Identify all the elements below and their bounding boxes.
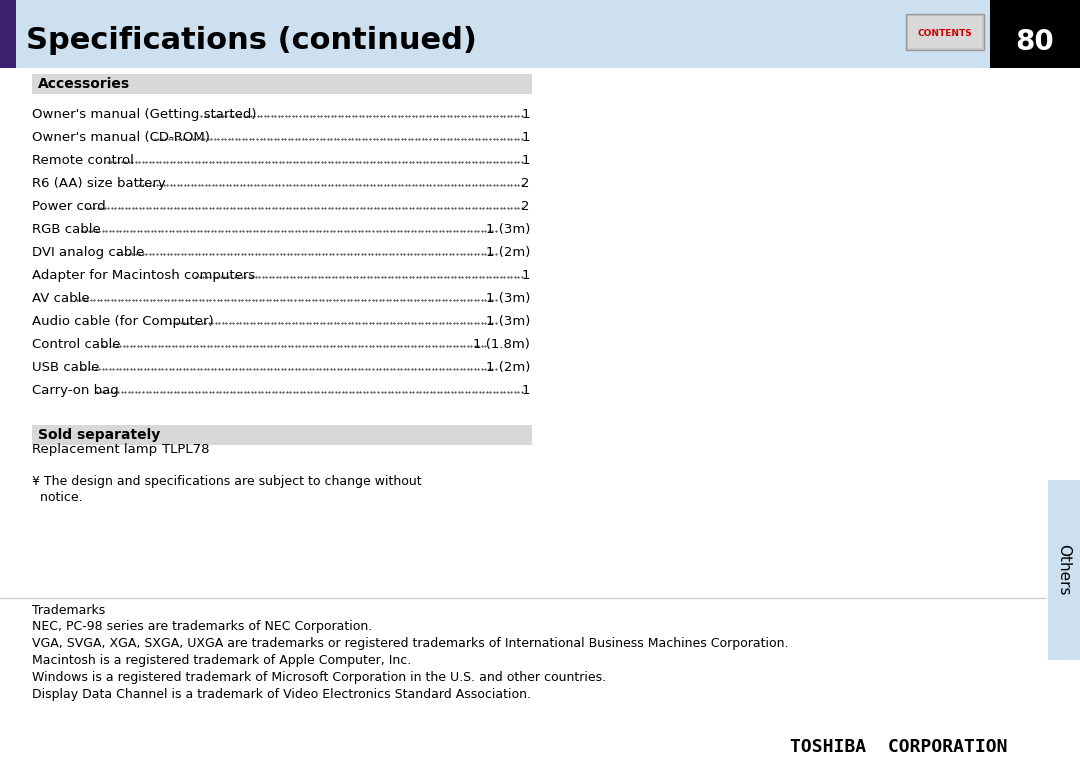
Text: VGA, SVGA, XGA, SXGA, UXGA are trademarks or registered trademarks of Internatio: VGA, SVGA, XGA, SXGA, UXGA are trademark…	[32, 637, 788, 650]
Text: 80: 80	[1015, 28, 1054, 57]
Text: R6 (AA) size battery: R6 (AA) size battery	[32, 177, 165, 190]
Bar	[0, 0, 16, 68]
Text: Control cable: Control cable	[32, 338, 121, 351]
Text: Others: Others	[1056, 544, 1071, 596]
Text: TOSHIBA  CORPORATION: TOSHIBA CORPORATION	[791, 738, 1008, 756]
Text: USB cable: USB cable	[32, 361, 99, 374]
Text: ¥ The design and specifications are subject to change without: ¥ The design and specifications are subj…	[32, 475, 421, 488]
Text: RGB cable: RGB cable	[32, 223, 100, 236]
Text: 1 (3m): 1 (3m)	[486, 223, 530, 236]
Text: 1 (2m): 1 (2m)	[486, 246, 530, 259]
Text: Windows is a registered trademark of Microsoft Corporation in the U.S. and other: Windows is a registered trademark of Mic…	[32, 671, 606, 684]
Text: 1 (3m): 1 (3m)	[486, 315, 530, 328]
Text: 1: 1	[522, 131, 530, 144]
Bar	[1048, 480, 1080, 660]
Bar	[908, 16, 982, 48]
Text: AV cable: AV cable	[32, 292, 90, 305]
Bar	[0, 0, 990, 68]
Text: 1 (3m): 1 (3m)	[486, 292, 530, 305]
Text: Display Data Channel is a trademark of Video Electronics Standard Association.: Display Data Channel is a trademark of V…	[32, 688, 531, 701]
Text: Owner's manual (Getting started): Owner's manual (Getting started)	[32, 108, 257, 121]
Text: Sold separately: Sold separately	[38, 428, 160, 442]
Text: Power cord: Power cord	[32, 200, 106, 213]
Bar	[32, 74, 532, 94]
Text: 2: 2	[522, 200, 530, 213]
Text: Owner's manual (CD-ROM): Owner's manual (CD-ROM)	[32, 131, 210, 144]
Text: 1: 1	[522, 384, 530, 397]
Text: TLPL78: TLPL78	[162, 443, 210, 456]
Bar	[32, 425, 532, 445]
Text: notice.: notice.	[32, 491, 83, 504]
Text: 1: 1	[522, 269, 530, 282]
Text: NEC, PC-98 series are trademarks of NEC Corporation.: NEC, PC-98 series are trademarks of NEC …	[32, 620, 373, 633]
Text: 1: 1	[522, 108, 530, 121]
Text: Adapter for Macintosh computers: Adapter for Macintosh computers	[32, 269, 255, 282]
Text: Accessories: Accessories	[38, 77, 130, 91]
Text: Replacement lamp: Replacement lamp	[32, 443, 157, 456]
Text: 1: 1	[522, 154, 530, 167]
Text: 1 (2m): 1 (2m)	[486, 361, 530, 374]
Text: CONTENTS: CONTENTS	[918, 30, 972, 38]
Bar	[906, 14, 984, 50]
Bar	[990, 0, 1080, 68]
Text: Specifications (continued): Specifications (continued)	[26, 26, 477, 55]
Text: Macintosh is a registered trademark of Apple Computer, Inc.: Macintosh is a registered trademark of A…	[32, 654, 411, 667]
Text: Carry-on bag: Carry-on bag	[32, 384, 119, 397]
Text: 2: 2	[522, 177, 530, 190]
Text: Trademarks: Trademarks	[32, 604, 105, 617]
Text: 1 (1.8m): 1 (1.8m)	[473, 338, 530, 351]
Text: DVI analog cable: DVI analog cable	[32, 246, 145, 259]
Text: Audio cable (for Computer): Audio cable (for Computer)	[32, 315, 214, 328]
Text: Remote control: Remote control	[32, 154, 134, 167]
